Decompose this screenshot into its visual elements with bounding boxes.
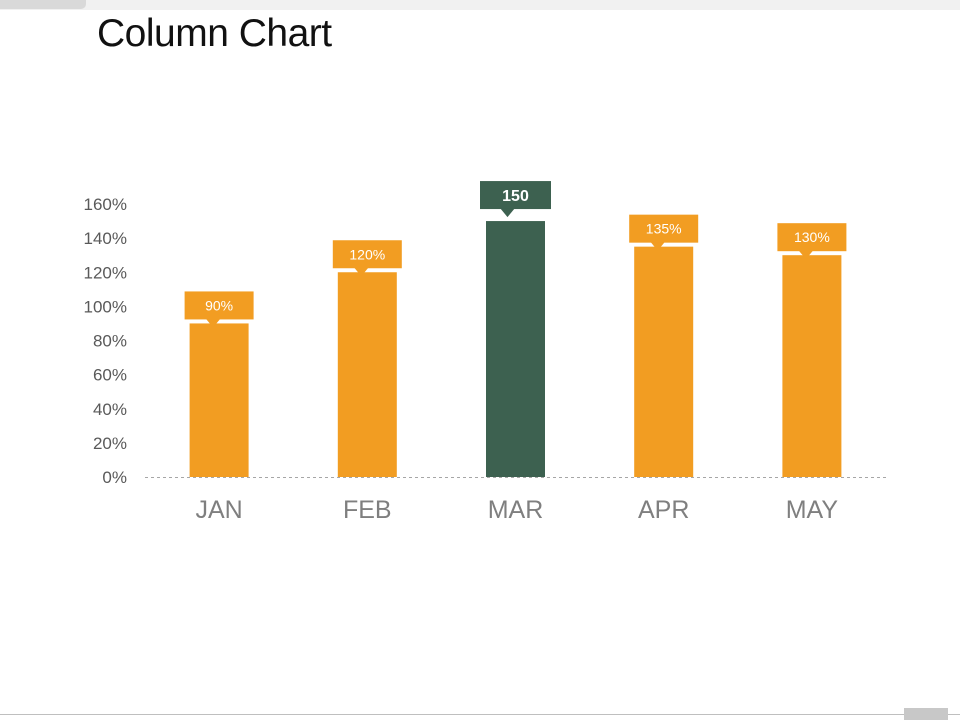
data-label-text: 130% xyxy=(794,229,830,245)
data-label-box xyxy=(332,240,402,269)
y-tick-label: 100% xyxy=(84,297,127,316)
x-axis-categories: JAN FEB MAR APR MAY xyxy=(195,496,838,524)
y-tick-label: 20% xyxy=(93,434,127,453)
top-tab xyxy=(0,0,86,9)
y-tick-label: 120% xyxy=(84,263,127,282)
bar-feb xyxy=(337,272,397,477)
data-label-text: 120% xyxy=(349,246,385,262)
x-category-label: MAR xyxy=(488,496,544,524)
data-label-text: 150 xyxy=(502,188,529,205)
x-category-label: FEB xyxy=(343,496,392,524)
x-category-label: JAN xyxy=(195,496,242,524)
data-label-may: 130% xyxy=(777,223,847,260)
bar-apr xyxy=(634,246,694,477)
y-tick-label: 80% xyxy=(93,332,127,351)
bars xyxy=(189,221,842,477)
y-tick-label: 0% xyxy=(102,468,127,487)
data-label-pointer xyxy=(354,267,369,277)
data-label-box xyxy=(629,214,699,243)
data-label-box xyxy=(480,181,551,210)
y-axis-ticks: 0% 20% 40% 60% 80% 100% 120% 140% 160% xyxy=(84,195,127,487)
data-label-apr: 135% xyxy=(629,214,699,251)
bar-may xyxy=(782,255,842,477)
data-label-box xyxy=(777,223,847,252)
top-strip xyxy=(0,0,960,10)
x-category-label: MAY xyxy=(786,496,839,524)
y-tick-label: 140% xyxy=(84,229,127,248)
data-label-mar: 150 xyxy=(480,181,551,218)
y-tick-label: 60% xyxy=(93,366,127,385)
data-label-pointer xyxy=(500,208,515,218)
data-label-pointer xyxy=(798,250,813,260)
data-label-pointer xyxy=(650,242,665,251)
bar-jan xyxy=(189,323,249,477)
page-title: Column Chart xyxy=(97,12,332,55)
data-labels: 90% 120% 150 135% 130% xyxy=(184,181,847,328)
bar-mar xyxy=(486,221,545,477)
data-label-box xyxy=(184,291,254,320)
data-label-pointer xyxy=(206,318,221,328)
y-tick-label: 160% xyxy=(84,195,127,214)
data-label-feb: 120% xyxy=(332,240,402,277)
x-category-label: APR xyxy=(638,496,689,524)
bottom-tab xyxy=(904,708,948,720)
data-label-text: 135% xyxy=(646,221,682,237)
bottom-divider xyxy=(0,714,960,715)
data-label-jan: 90% xyxy=(184,291,254,328)
y-tick-label: 40% xyxy=(93,400,127,419)
data-label-text: 90% xyxy=(205,297,233,313)
